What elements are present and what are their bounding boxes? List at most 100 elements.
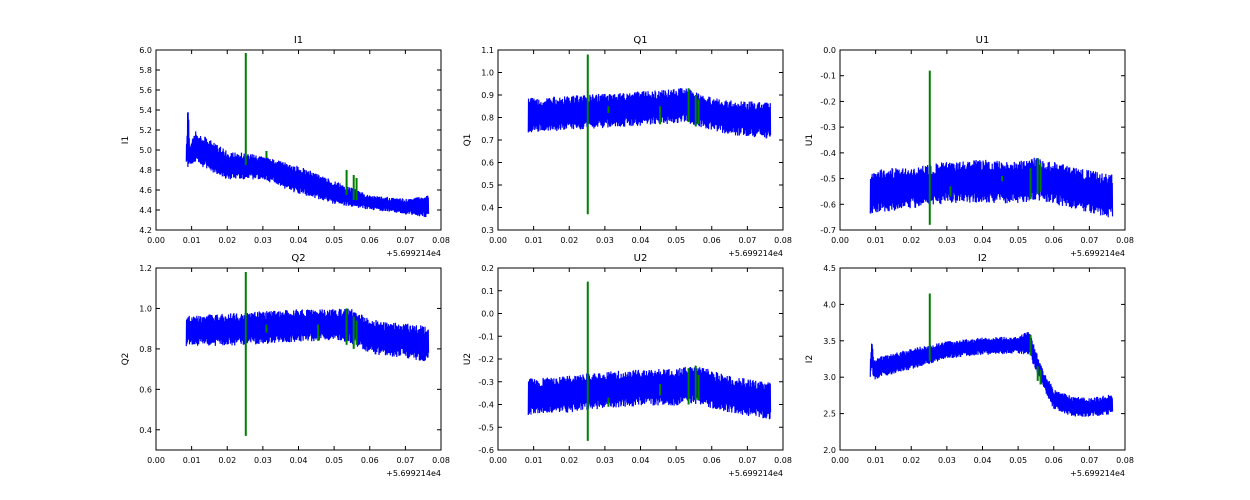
x-tick-label: 0.05 [667,456,685,465]
x-tick-label: 0.06 [703,236,721,245]
x-tick-label: 0.08 [432,236,450,245]
x-tick-label: 0.03 [596,456,614,465]
x-tick-label: 0.02 [902,456,920,465]
x-tick-label: 0.00 [831,236,849,245]
subplot-u1: 0.00 0.01 0.02 0.03 0.04 0.05 0.06 0.07 0.08 -0.7… [805,35,1134,258]
subplot-q2: 0.00 0.01 0.02 0.03 0.04 0.05 0.06 0.07 0.08 0.4 0… [121,253,450,478]
data-series-line [527,88,772,139]
subplot-q1: 0.00 0.01 0.02 0.03 0.04 0.05 0.06 0.07 0.08 0.3 0… [463,35,792,258]
y-tick-label: 5.2 [139,126,152,135]
data-series-line [869,157,1114,218]
axes-frame [155,267,442,451]
y-tick-label: -0.4 [820,149,836,158]
y-tick-label: 0.8 [481,114,494,123]
x-tick-label: 0.04 [290,456,308,465]
y-axis-label: I2 [805,355,815,363]
data-series-line [185,112,430,218]
x-tick-label: 0.01 [525,236,543,245]
x-tick-label: 0.00 [489,456,507,465]
x-tick-label: 0.05 [1009,236,1027,245]
x-tick-label: 0.03 [254,236,272,245]
y-tick-label: -0.2 [478,355,494,364]
x-tick-label: 0.04 [974,236,992,245]
x-tick-label: 0.01 [183,236,201,245]
y-tick-label: 4.6 [139,186,152,195]
y-tick-label: 1.0 [481,69,494,78]
x-tick-label: 0.04 [290,236,308,245]
y-tick-label: 0.5 [481,181,494,190]
subplot-u2: 0.00 0.01 0.02 0.03 0.04 0.05 0.06 0.07 0.08 -0.6… [463,253,792,478]
y-tick-label: 3.5 [823,337,836,346]
y-tick-label: -0.3 [478,378,494,387]
y-tick-label: 0.2 [481,264,494,273]
y-tick-label: 4.2 [139,226,152,235]
x-tick-label: 0.05 [325,236,343,245]
y-tick-label: 0.4 [139,426,152,435]
x-tick-label: 0.07 [1080,456,1098,465]
y-tick-label: -0.1 [820,72,836,81]
y-tick-label: 0.4 [481,204,494,213]
x-tick-label: 0.06 [1045,236,1063,245]
x-offset-text: +5.699214e4 [728,249,783,258]
y-axis-label: U1 [805,134,815,146]
y-tick-label: 5.8 [139,66,152,75]
subplot-i2: 0.00 0.01 0.02 0.03 0.04 0.05 0.06 0.07 0.08 2.0 2… [805,253,1134,478]
y-tick-label: -0.5 [478,423,494,432]
x-tick-label: 0.08 [774,236,792,245]
data-series-line [185,308,430,362]
y-tick-label: -0.6 [820,200,836,209]
x-tick-label: 0.06 [361,236,379,245]
x-offset-text: +5.699214e4 [1070,249,1125,258]
x-tick-label: 0.08 [1116,456,1134,465]
x-tick-label: 0.04 [632,236,650,245]
x-tick-label: 0.00 [489,236,507,245]
x-offset-text: +5.699214e4 [386,469,441,478]
subplot-title: I1 [294,35,303,46]
y-tick-label: -0.1 [478,332,494,341]
y-axis-label: Q1 [463,134,473,147]
subplot-title: U2 [634,253,648,264]
x-tick-label: 0.06 [361,456,379,465]
y-tick-label: 4.8 [139,166,152,175]
x-tick-label: 0.00 [831,456,849,465]
x-tick-label: 0.00 [147,236,165,245]
x-offset-text: +5.699214e4 [728,469,783,478]
axes-frame [497,49,784,231]
y-axis-label: U2 [463,353,473,365]
data-series-line [869,332,1114,417]
x-tick-label: 0.04 [632,456,650,465]
x-tick-label: 0.07 [738,236,756,245]
x-tick-label: 0.03 [938,236,956,245]
y-axis-label: I1 [121,136,131,144]
y-tick-label: 0.0 [481,310,494,319]
y-tick-label: 0.0 [823,46,836,55]
x-tick-label: 0.07 [396,456,414,465]
y-tick-label: -0.4 [478,401,494,410]
x-tick-label: 0.07 [396,236,414,245]
x-tick-label: 0.01 [867,456,885,465]
y-tick-label: -0.6 [478,446,494,455]
x-offset-text: +5.699214e4 [1070,469,1125,478]
y-tick-label: 4.5 [823,264,836,273]
x-tick-label: 0.01 [525,456,543,465]
x-tick-label: 0.03 [254,456,272,465]
y-tick-label: 0.6 [139,385,152,394]
x-tick-label: 0.02 [902,236,920,245]
subplot-title: Q1 [633,35,647,46]
subplot-title: Q2 [291,253,305,264]
x-tick-label: 0.05 [325,456,343,465]
y-tick-label: 0.3 [481,226,494,235]
y-tick-label: 6.0 [139,46,152,55]
x-tick-label: 0.02 [218,236,236,245]
y-tick-label: -0.2 [820,97,836,106]
y-tick-label: 0.8 [139,345,152,354]
x-tick-label: 0.04 [974,456,992,465]
y-tick-label: 5.6 [139,86,152,95]
x-tick-label: 0.02 [560,236,578,245]
y-tick-label: 0.1 [481,287,494,296]
y-tick-label: -0.5 [820,175,836,184]
x-tick-label: 0.01 [183,456,201,465]
x-tick-label: 0.08 [774,456,792,465]
y-tick-label: 0.6 [481,159,494,168]
data-series-line [527,365,772,420]
